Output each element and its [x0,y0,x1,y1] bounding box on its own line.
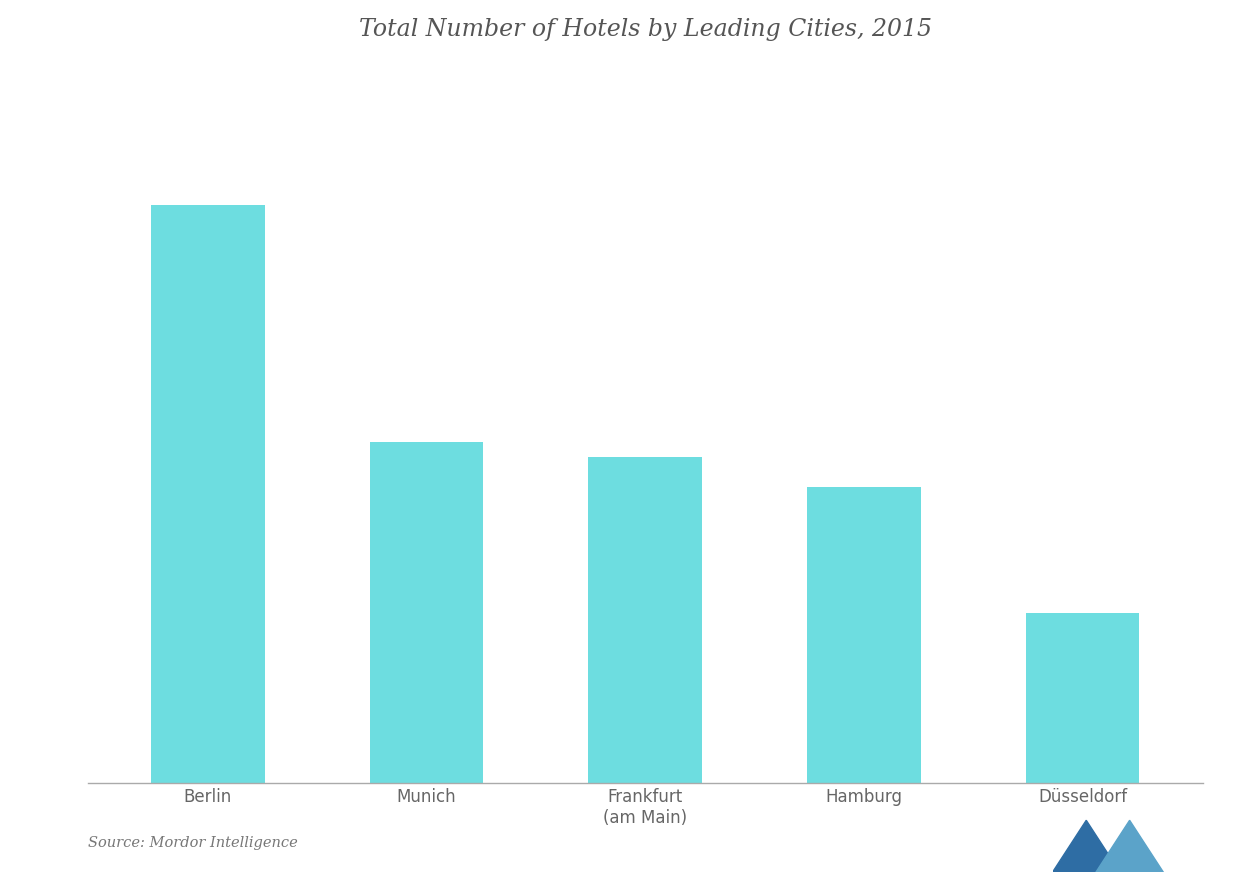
Polygon shape [1053,821,1120,872]
Bar [152,205,264,783]
Bar [370,442,484,783]
Title: Total Number of Hotels by Leading Cities, 2015: Total Number of Hotels by Leading Cities… [358,19,932,42]
Bar [1026,612,1139,783]
Polygon shape [1096,821,1163,872]
Bar [589,457,702,783]
Text: Source: Mordor Intelligence: Source: Mordor Intelligence [88,836,297,850]
Bar [807,487,921,783]
